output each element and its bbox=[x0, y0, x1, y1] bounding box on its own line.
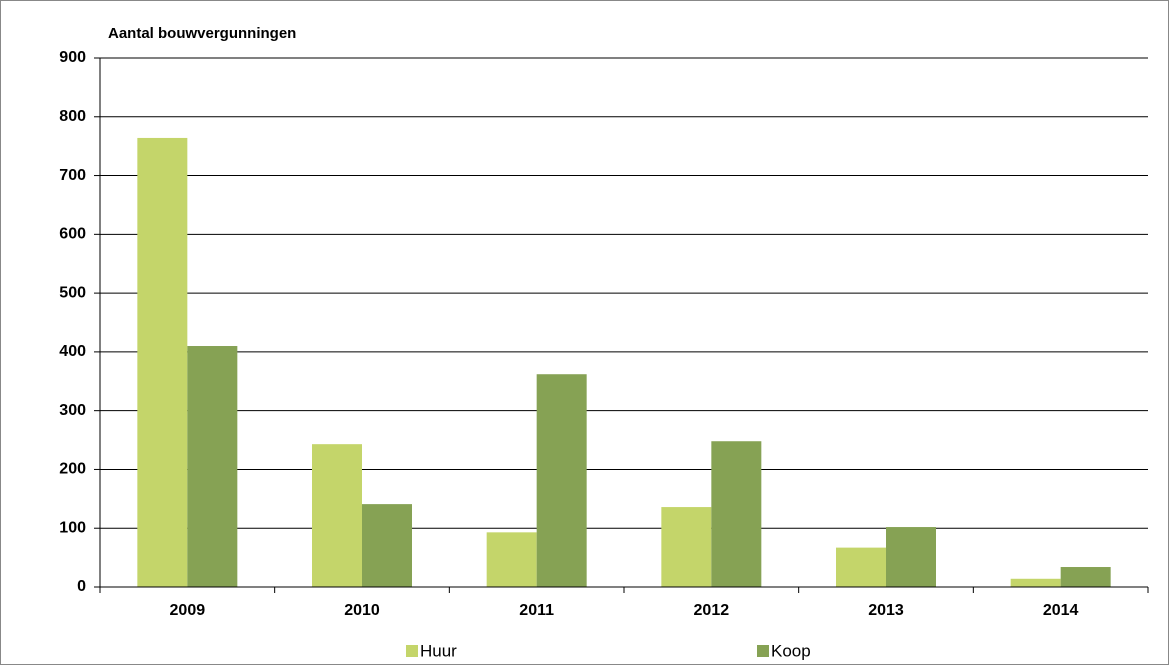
bar bbox=[312, 444, 362, 587]
y-tick-label: 900 bbox=[59, 49, 86, 66]
legend-swatch bbox=[757, 645, 769, 657]
x-tick-label: 2012 bbox=[694, 602, 730, 619]
axis-title: Aantal bouwvergunningen bbox=[108, 25, 296, 42]
x-tick-label: 2013 bbox=[868, 602, 904, 619]
x-tick-label: 2014 bbox=[1043, 602, 1079, 619]
y-tick-label: 200 bbox=[59, 461, 86, 478]
y-tick-label: 300 bbox=[59, 402, 86, 419]
y-tick-label: 700 bbox=[59, 167, 86, 184]
bar bbox=[1010, 578, 1061, 587]
bar bbox=[1060, 567, 1111, 587]
bar bbox=[137, 137, 188, 587]
legend-label: Huur bbox=[420, 641, 457, 660]
y-tick-label: 500 bbox=[59, 284, 86, 301]
bar bbox=[836, 547, 886, 587]
legend-label: Koop bbox=[771, 641, 811, 660]
x-tick-label: 2011 bbox=[519, 602, 554, 619]
y-tick-label: 800 bbox=[59, 108, 86, 125]
y-tick-label: 0 bbox=[77, 578, 86, 595]
bar bbox=[362, 504, 412, 587]
legend-swatch bbox=[406, 645, 418, 657]
bar bbox=[536, 374, 587, 587]
bar bbox=[486, 532, 537, 587]
bar bbox=[661, 507, 712, 587]
bar bbox=[187, 346, 238, 587]
x-tick-label: 2010 bbox=[344, 602, 380, 619]
y-tick-label: 600 bbox=[59, 226, 86, 243]
bar bbox=[886, 527, 936, 587]
y-tick-label: 100 bbox=[59, 519, 86, 536]
bar bbox=[711, 441, 762, 587]
y-tick-label: 400 bbox=[59, 343, 86, 360]
x-tick-label: 2009 bbox=[170, 602, 206, 619]
